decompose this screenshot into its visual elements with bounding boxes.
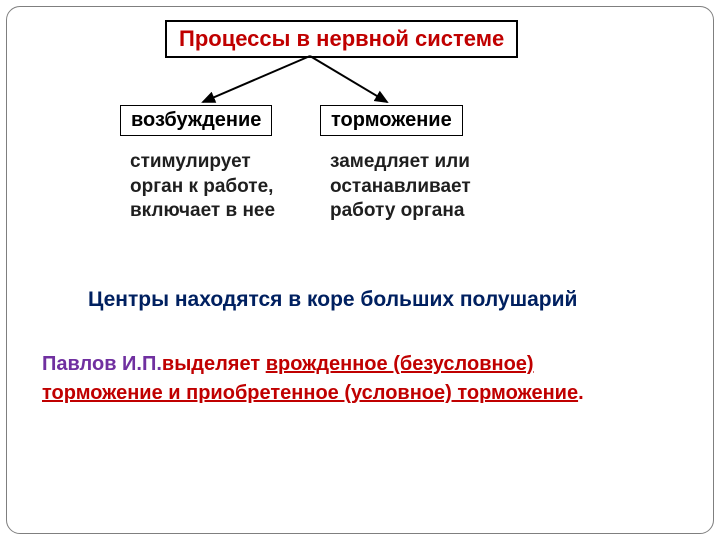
left-branch-box: возбуждение (120, 105, 272, 136)
pavlov-author: Павлов И.П. (42, 353, 162, 375)
pavlov-verb: выделяет (162, 353, 266, 375)
slide: Процессы в нервной системе возбуждение т… (0, 0, 720, 540)
right-branch-desc: замедляет или останавливает работу орган… (330, 150, 471, 224)
centers-line: Центры находятся в коре больших полушари… (88, 288, 577, 312)
pavlov-underlined-2: торможение и приобретенное (условное) то… (42, 382, 578, 404)
left-branch-desc: стимулирует орган к работе, включает в н… (130, 150, 275, 224)
left-branch-label: возбуждение (131, 109, 261, 131)
title-text: Процессы в нервной системе (179, 26, 504, 51)
slide-frame (6, 6, 714, 534)
pavlov-underlined-1: врожденное (безусловное) (266, 353, 534, 375)
pavlov-line: Павлов И.П.выделяет врожденное (безуслов… (42, 350, 584, 408)
pavlov-trailing: . (578, 382, 584, 404)
right-branch-label: торможение (331, 109, 452, 131)
title-box: Процессы в нервной системе (165, 20, 518, 58)
right-branch-box: торможение (320, 105, 463, 136)
